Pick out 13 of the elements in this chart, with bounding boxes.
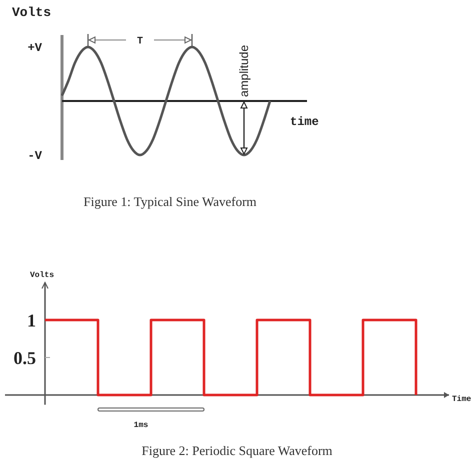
text: -V — [28, 149, 43, 164]
annotation: amplitude — [237, 44, 251, 97]
text: Figure 1: Typical Sine Waveform — [83, 194, 257, 209]
y-tick-label: 1 — [27, 310, 36, 330]
y-axis-title: Volts — [12, 5, 52, 20]
text: 1ms — [134, 420, 148, 430]
text: Figure 2: Periodic Square Waveform — [142, 443, 332, 458]
annotation: T — [136, 36, 144, 48]
x-axis-title: time — [290, 115, 319, 130]
x-axis-title: Time — [452, 394, 472, 404]
y-tick-label: 0.5 — [14, 348, 36, 368]
y-axis-title: Volts — [30, 271, 54, 280]
text: +V — [28, 41, 43, 56]
